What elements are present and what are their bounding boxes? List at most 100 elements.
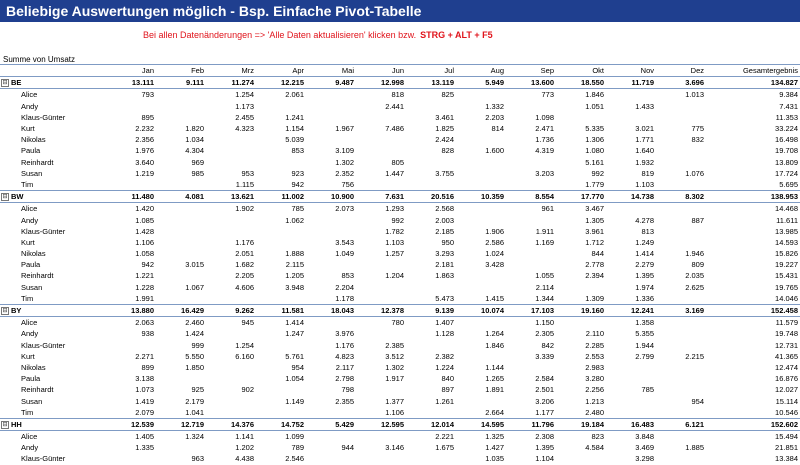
value-cell[interactable]: 1.106: [135, 237, 154, 247]
value-cell[interactable]: 1.433: [635, 101, 654, 111]
value-cell[interactable]: 1.324: [185, 432, 204, 442]
value-cell[interactable]: 1.428: [135, 226, 154, 236]
value-cell[interactable]: 13.985: [775, 226, 798, 236]
value-cell[interactable]: [456, 317, 506, 329]
region-total-cell[interactable]: 12.378: [356, 303, 406, 318]
value-cell[interactable]: 798: [341, 385, 354, 395]
person-name-cell[interactable]: Paula: [21, 260, 41, 270]
value-cell[interactable]: 3.948: [285, 282, 304, 292]
region-total-cell[interactable]: 5.949: [456, 76, 506, 90]
value-cell[interactable]: 2.079: [135, 407, 154, 417]
value-cell[interactable]: 2.799: [635, 351, 654, 361]
value-cell[interactable]: 2.355: [335, 396, 354, 406]
value-cell[interactable]: [506, 248, 556, 259]
value-cell[interactable]: 899: [141, 362, 154, 372]
value-cell[interactable]: 3.280: [585, 374, 604, 384]
person-row[interactable]: Klaus-Günter 999 1.254 1.176 2.385 1.846 842 2.…: [0, 340, 800, 351]
value-cell[interactable]: [406, 157, 456, 168]
value-cell[interactable]: 1.447: [385, 168, 404, 178]
value-cell[interactable]: 985: [191, 168, 204, 178]
value-cell[interactable]: 5.473: [435, 293, 454, 303]
value-cell[interactable]: [256, 157, 306, 168]
person-name-cell[interactable]: Klaus-Günter: [21, 226, 66, 236]
value-cell[interactable]: 1.946: [685, 249, 704, 259]
value-cell[interactable]: 1.846: [485, 340, 504, 350]
region-total-cell[interactable]: 14.376: [206, 417, 256, 432]
region-total-cell[interactable]: 19.184: [556, 417, 606, 432]
value-cell[interactable]: 5.335: [585, 124, 604, 134]
value-cell[interactable]: [306, 226, 356, 237]
value-cell[interactable]: [206, 373, 256, 384]
value-cell[interactable]: [406, 340, 456, 351]
value-cell[interactable]: [156, 248, 206, 259]
person-name-cell[interactable]: Andy: [21, 443, 39, 453]
region-total-cell[interactable]: 3.169: [656, 303, 706, 318]
value-cell[interactable]: [306, 453, 356, 464]
value-cell[interactable]: [556, 112, 606, 123]
person-row[interactable]: Tim 1.115 942 756 1.779 1.103 5.695: [0, 179, 800, 191]
value-cell[interactable]: [256, 293, 306, 305]
value-cell[interactable]: [206, 293, 256, 305]
person-row[interactable]: Nikolas 899 1.850 954 2.117 1.302 1.224 1.144 2.…: [0, 362, 800, 373]
value-cell[interactable]: 2.460: [185, 318, 204, 328]
value-cell[interactable]: 942: [141, 260, 154, 270]
value-cell[interactable]: 1.991: [135, 293, 154, 303]
value-cell[interactable]: 1.675: [435, 443, 454, 453]
value-cell[interactable]: [106, 101, 156, 112]
value-cell[interactable]: [656, 112, 706, 123]
value-cell[interactable]: 1.377: [385, 396, 404, 406]
value-cell[interactable]: [656, 453, 706, 464]
region-total-cell[interactable]: 14.595: [456, 417, 506, 432]
value-cell[interactable]: 1.213: [585, 396, 604, 406]
value-cell[interactable]: [206, 362, 256, 373]
value-cell[interactable]: 7.486: [385, 124, 404, 134]
person-row[interactable]: Susan 1.419 2.179 1.149 2.355 1.377 1.261 3.206…: [0, 395, 800, 406]
value-cell[interactable]: 1.344: [535, 293, 554, 303]
value-cell[interactable]: 2.586: [485, 237, 504, 247]
value-cell[interactable]: 1.154: [285, 124, 304, 134]
value-cell[interactable]: 789: [291, 443, 304, 453]
value-cell[interactable]: 2.455: [235, 112, 254, 122]
value-cell[interactable]: 2.061: [285, 90, 304, 100]
value-cell[interactable]: 2.279: [635, 260, 654, 270]
value-cell[interactable]: 1.141: [235, 432, 254, 442]
value-cell[interactable]: [506, 259, 556, 270]
value-cell[interactable]: 4.438: [235, 454, 254, 464]
value-cell[interactable]: [456, 134, 506, 145]
region-total-cell[interactable]: 18.550: [556, 76, 606, 90]
value-cell[interactable]: 1.846: [585, 90, 604, 100]
value-cell[interactable]: [506, 101, 556, 112]
value-cell[interactable]: 19.708: [775, 146, 798, 156]
region-total-cell[interactable]: 11.796: [506, 417, 556, 432]
column-header-10[interactable]: Nov: [640, 66, 654, 76]
person-row[interactable]: Tim 2.079 1.041 1.106 2.664 1.177 2.480 10.546: [0, 407, 800, 419]
value-cell[interactable]: [356, 145, 406, 156]
value-cell[interactable]: 1.221: [135, 271, 154, 281]
value-cell[interactable]: 1.736: [535, 135, 554, 145]
value-cell[interactable]: 2.185: [435, 226, 454, 236]
column-header-4[interactable]: Mai: [341, 66, 354, 76]
region-total-cell[interactable]: 152.602: [706, 417, 800, 432]
value-cell[interactable]: 897: [441, 385, 454, 395]
column-header-3[interactable]: Apr: [292, 66, 304, 76]
value-cell[interactable]: 2.204: [335, 282, 354, 292]
value-cell[interactable]: 1.944: [635, 340, 654, 350]
value-cell[interactable]: 1.204: [385, 271, 404, 281]
column-header-2[interactable]: Mrz: [241, 66, 255, 76]
value-cell[interactable]: 14.593: [775, 237, 798, 247]
person-name-cell[interactable]: Susan: [21, 396, 43, 406]
value-cell[interactable]: 1.099: [285, 432, 304, 442]
value-cell[interactable]: 818: [391, 90, 404, 100]
person-name-cell[interactable]: Susan: [21, 282, 43, 292]
person-name-cell[interactable]: Reinhardt: [21, 385, 54, 395]
column-header-11[interactable]: Dez: [690, 66, 704, 76]
value-cell[interactable]: 944: [341, 443, 354, 453]
pivot-table[interactable]: Jan Feb Mrz Apr Mai Jun Jul Aug Sep Okt Nov Dez Gesa…: [0, 65, 800, 465]
value-cell[interactable]: 1.034: [185, 135, 204, 145]
value-cell[interactable]: [306, 259, 356, 270]
value-cell[interactable]: [156, 226, 206, 237]
value-cell[interactable]: 1.395: [635, 271, 654, 281]
value-cell[interactable]: 1.054: [285, 374, 304, 384]
person-row[interactable]: Reinhardt 3.640 969 1.302 805 5.161 1.932 13.80…: [0, 157, 800, 168]
value-cell[interactable]: [356, 282, 406, 293]
